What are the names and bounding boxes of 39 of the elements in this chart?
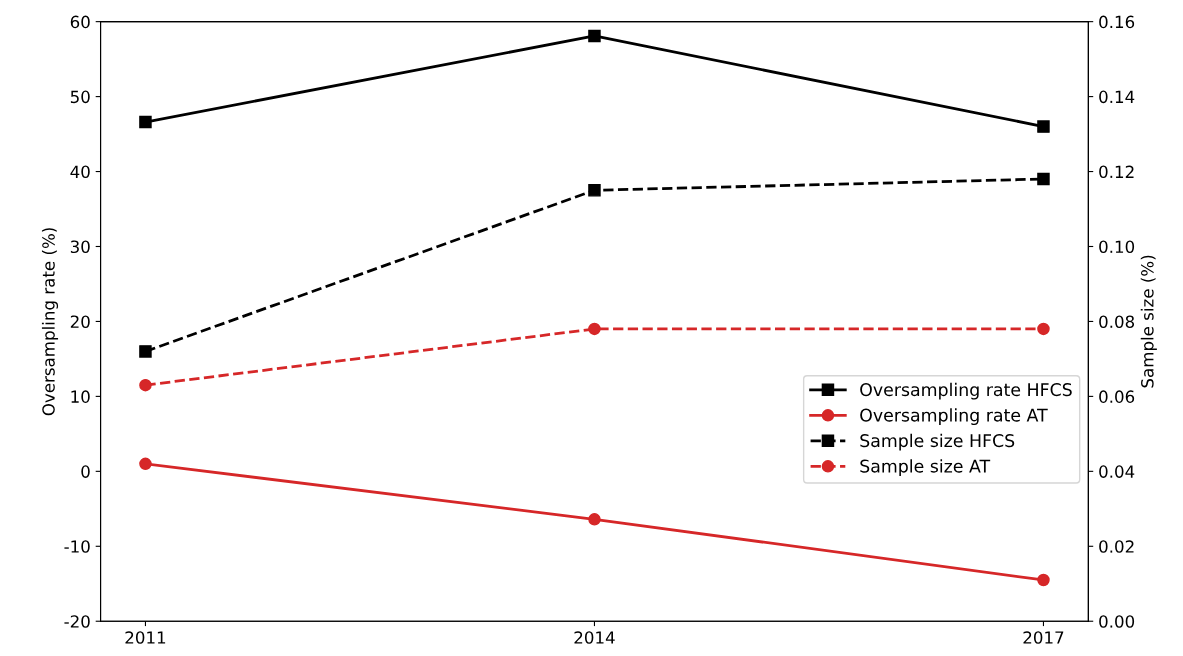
point [139, 115, 152, 129]
point [588, 513, 601, 526]
y-tick-label: -20 [64, 615, 90, 628]
y2-tick-label: 0.04 [1099, 465, 1135, 478]
y2-tick-label: 0.00 [1099, 615, 1135, 628]
y-tick-label: 30 [70, 240, 90, 254]
y2-tick-label: 0.08 [1099, 315, 1135, 329]
y2-tick-label: 0.16 [1099, 15, 1135, 29]
y-tick-label: 0 [81, 465, 90, 478]
y-tick-label: 50 [70, 90, 90, 104]
point [1037, 172, 1050, 186]
point [1037, 322, 1050, 336]
legend-label: Oversampling rate HFCS [860, 382, 1072, 400]
point [588, 29, 601, 43]
y-tick-label: 20 [70, 315, 90, 329]
point [588, 184, 601, 197]
y2-tick-label: 0.14 [1099, 90, 1135, 104]
legend-label: Oversampling rate AT [860, 408, 1048, 426]
y2-axis-title: Sample size (%) [1140, 255, 1157, 388]
legend-label: Sample size AT [860, 459, 991, 476]
y2-tick-label: 0.12 [1099, 165, 1134, 179]
point [588, 322, 601, 336]
y-tick-label: -10 [64, 540, 90, 553]
y2-tick-label: 0.06 [1099, 390, 1135, 403]
x-tick-label: 2014 [574, 631, 615, 644]
y-axis-title: Oversampling rate (%) [41, 228, 59, 416]
point [1037, 120, 1050, 133]
y-tick-label: 10 [71, 390, 90, 403]
legend-label: Sample size HFCS [860, 433, 1015, 451]
y2-tick-label: 0.02 [1099, 540, 1134, 553]
y-tick-label: 40 [70, 165, 90, 179]
y-tick-label: 60 [70, 15, 90, 29]
point [139, 345, 152, 358]
point [139, 457, 152, 471]
point [139, 378, 152, 392]
y2-tick-label: 0.10 [1099, 240, 1135, 254]
x-tick-label: 2011 [125, 631, 166, 644]
point [1037, 573, 1050, 587]
x-tick-label: 2017 [1023, 631, 1064, 644]
